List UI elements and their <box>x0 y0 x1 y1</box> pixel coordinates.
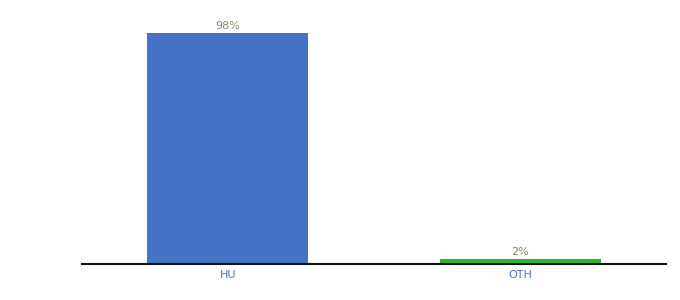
Bar <box>148 33 308 264</box>
Text: 2%: 2% <box>511 248 529 257</box>
Text: 98%: 98% <box>216 21 240 31</box>
Bar <box>440 259 600 264</box>
